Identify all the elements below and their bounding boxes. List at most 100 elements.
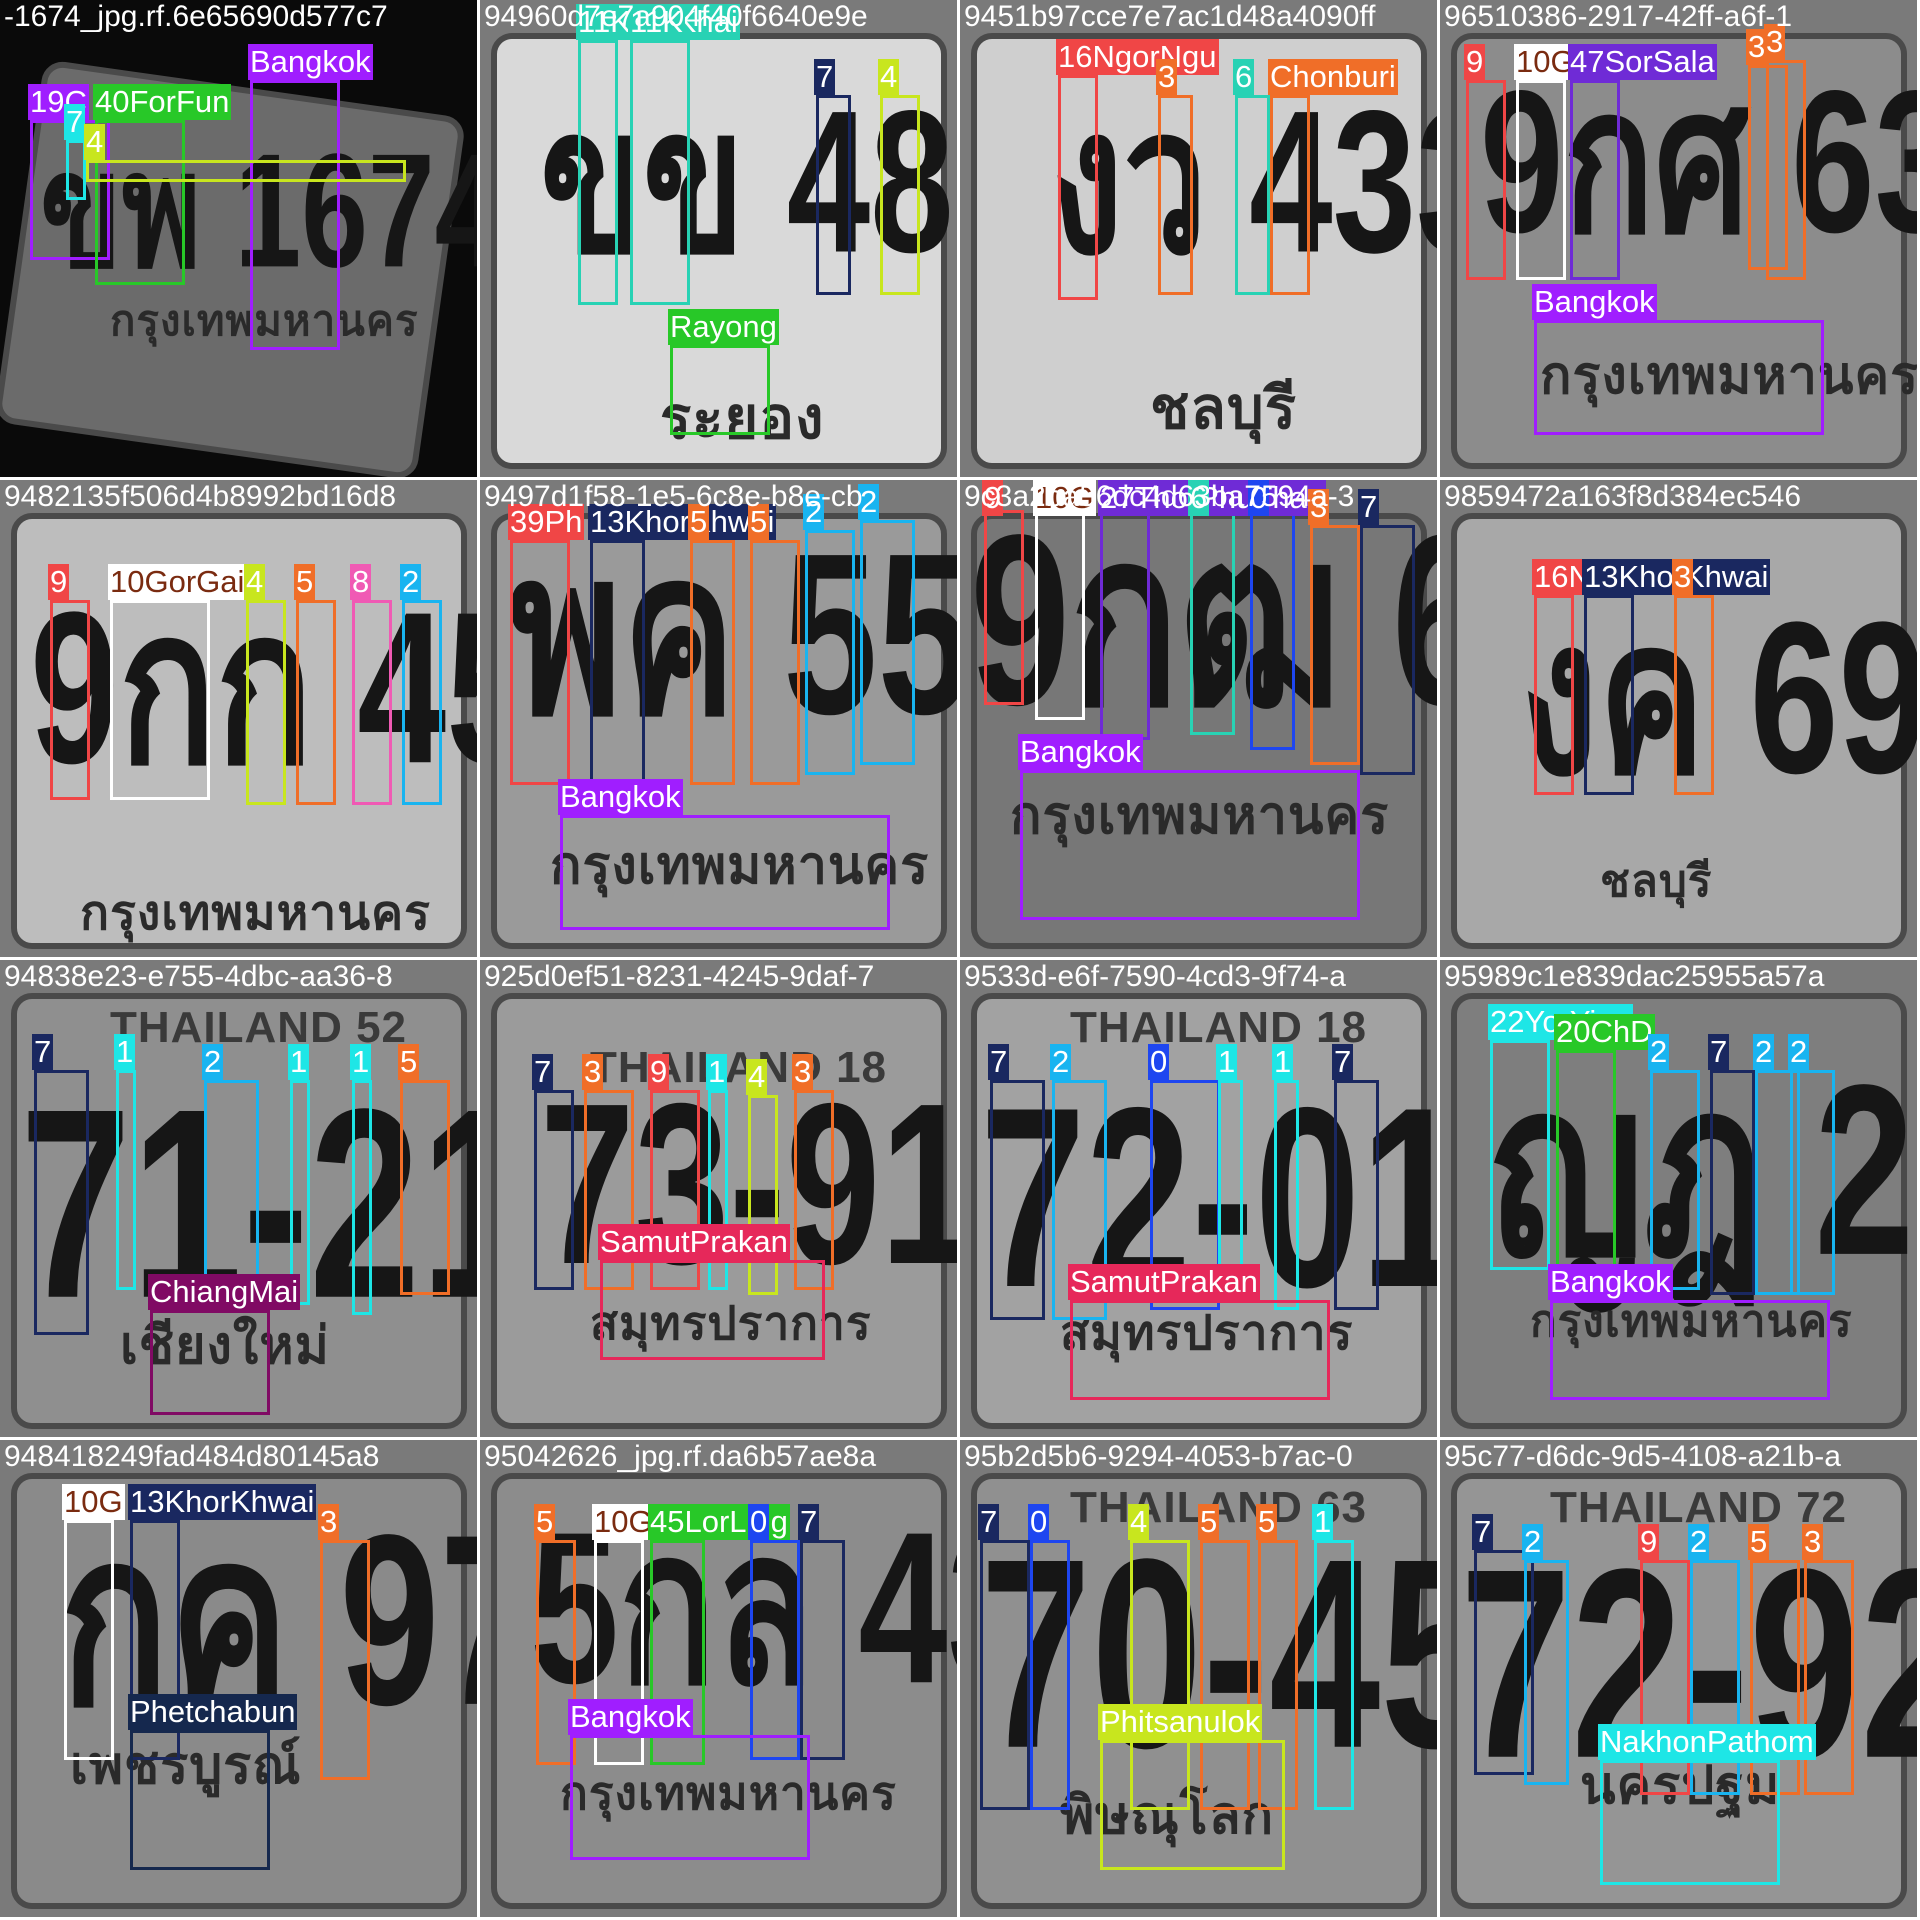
- detection-label: 2: [400, 564, 421, 600]
- detection-box: [320, 1540, 370, 1780]
- detection-label: 5: [688, 504, 709, 540]
- detection-label: SamutPrakan: [1068, 1264, 1260, 1300]
- detection-label: 7: [978, 1504, 999, 1540]
- tile-1: -1674_jpg.rf.6e65690d577c7 ขพ 1674 กรุงเทพ…: [0, 0, 477, 477]
- detection-box: [86, 160, 406, 182]
- detection-box: [95, 120, 185, 285]
- detection-box: [670, 345, 770, 435]
- detection-label: 20ChD: [1554, 1014, 1655, 1050]
- detection-box: [1030, 1540, 1070, 1810]
- tile-9: 94838e23-e755-4dbc-aa36-8 THAILAND 52 71-2…: [0, 960, 477, 1437]
- tile-13: 948418249fad484d80145a8กค 9733เพชรบูรณ์1…: [0, 1440, 477, 1917]
- detection-label: 3: [1764, 24, 1785, 60]
- detection-box: [296, 600, 336, 805]
- detection-label: 4: [244, 564, 265, 600]
- detection-label: 39Ph: [508, 504, 584, 540]
- detection-box: [50, 600, 90, 800]
- detection-box: [510, 540, 570, 785]
- detection-box: [290, 1080, 310, 1305]
- detection-label: SamutPrakan: [598, 1224, 790, 1260]
- plate-province-text: ชลบุรี: [1150, 380, 1297, 438]
- tile-16: 95c77-d6dc-9d5-4108-a21b-a THAILAND 72 72-…: [1440, 1440, 1917, 1917]
- detection-box: [560, 815, 890, 930]
- detection-box: [1100, 510, 1150, 740]
- detection-box: [990, 1080, 1045, 1320]
- detection-box: [1584, 595, 1634, 795]
- detection-box: [1650, 1070, 1700, 1290]
- detection-label: 10G: [62, 1484, 125, 1520]
- detection-label: 2: [1050, 1044, 1071, 1080]
- detection-box: [1020, 770, 1360, 920]
- detection-label: 8: [350, 564, 371, 600]
- detection-box: [150, 1310, 270, 1415]
- detection-label: 3: [1308, 489, 1329, 525]
- detection-box: [246, 600, 286, 805]
- detection-box: [1235, 95, 1270, 295]
- tile-12: 95989c1e839dac25955a57aญฎ 2722กรุงเทพมหา…: [1440, 960, 1917, 1437]
- detection-label: 7: [1358, 489, 1379, 525]
- detection-label: Chonburi: [1268, 59, 1398, 95]
- detection-box: [816, 95, 851, 295]
- detection-box: [66, 140, 86, 200]
- detection-box: [1274, 1080, 1299, 1310]
- detection-label: 3: [582, 1054, 603, 1090]
- detection-label: Bangkok: [558, 779, 683, 815]
- detection-box: [570, 1735, 810, 1860]
- detection-label: Phetchabun: [128, 1694, 297, 1730]
- detection-box: [1360, 525, 1415, 775]
- detection-label: 10G: [1033, 480, 1096, 516]
- detection-box: [34, 1070, 89, 1335]
- detection-label: 3: [1802, 1524, 1823, 1560]
- detection-label: 9: [1638, 1524, 1659, 1560]
- detection-box: [1550, 1300, 1830, 1400]
- detection-box: [590, 540, 645, 785]
- detection-label: 6: [1188, 480, 1209, 516]
- detection-label: 10G: [592, 1504, 655, 1540]
- detection-label: 9: [48, 564, 69, 600]
- detection-label: 5: [534, 1504, 555, 1540]
- detection-label: 4: [1128, 1504, 1149, 1540]
- tile-10: 925d0ef51-8231-4245-9daf-7 THAILAND 18 73-…: [480, 960, 957, 1437]
- detection-label: 10GorGai: [108, 564, 246, 600]
- detection-box: [980, 1540, 1030, 1810]
- detection-label: 16NgorNgu: [1056, 39, 1219, 75]
- detection-box: [1516, 80, 1566, 280]
- detection-label: 7: [1332, 1044, 1353, 1080]
- detection-box: [1534, 595, 1574, 795]
- detection-label: 2: [1688, 1524, 1709, 1560]
- detection-box: [1710, 1070, 1755, 1295]
- plate-number-text: ญฎ 2722: [1490, 1050, 1917, 1293]
- detection-label: 7: [1708, 1034, 1729, 1070]
- detection-label: 5: [294, 564, 315, 600]
- detection-box: [116, 1070, 136, 1290]
- plate-number-text: งค 6923: [1520, 590, 1917, 806]
- detection-label: 2: [1522, 1524, 1543, 1560]
- detection-label: Bangkok: [1548, 1264, 1673, 1300]
- detection-box: [1466, 80, 1506, 280]
- detection-box: [880, 95, 920, 295]
- detection-label: 0: [748, 1504, 769, 1540]
- detection-box: [1035, 510, 1085, 720]
- detection-box: [1158, 95, 1193, 295]
- detection-label: 2: [858, 484, 879, 520]
- detection-box: [204, 1080, 259, 1295]
- detection-box: [1674, 595, 1714, 795]
- tile-6: 9497d1f58-1e5-6c8e-b8e-cbพค 5522กรุงเทพม…: [480, 480, 957, 957]
- detection-box: [1310, 525, 1360, 765]
- detection-label: 4: [746, 1059, 767, 1095]
- detection-box: [250, 80, 340, 350]
- detection-label: 9: [982, 480, 1003, 516]
- detection-label: 11K: [628, 4, 685, 40]
- detection-label: 13KhorKhwai: [128, 1484, 316, 1520]
- detection-box: [400, 1080, 450, 1295]
- detection-label: 1: [1312, 1504, 1333, 1540]
- plate-province-text: ชลบุรี: [1600, 860, 1712, 904]
- detection-label: NakhonPathom: [1598, 1724, 1816, 1760]
- tile-11: 9533d-e6f-7590-4cd3-9f74-a THAILAND 18 72-…: [960, 960, 1437, 1437]
- detection-box: [110, 600, 210, 800]
- tile-15: 95b2d5b6-9294-4053-b7ac-0 THAILAND 63 70-4…: [960, 1440, 1437, 1917]
